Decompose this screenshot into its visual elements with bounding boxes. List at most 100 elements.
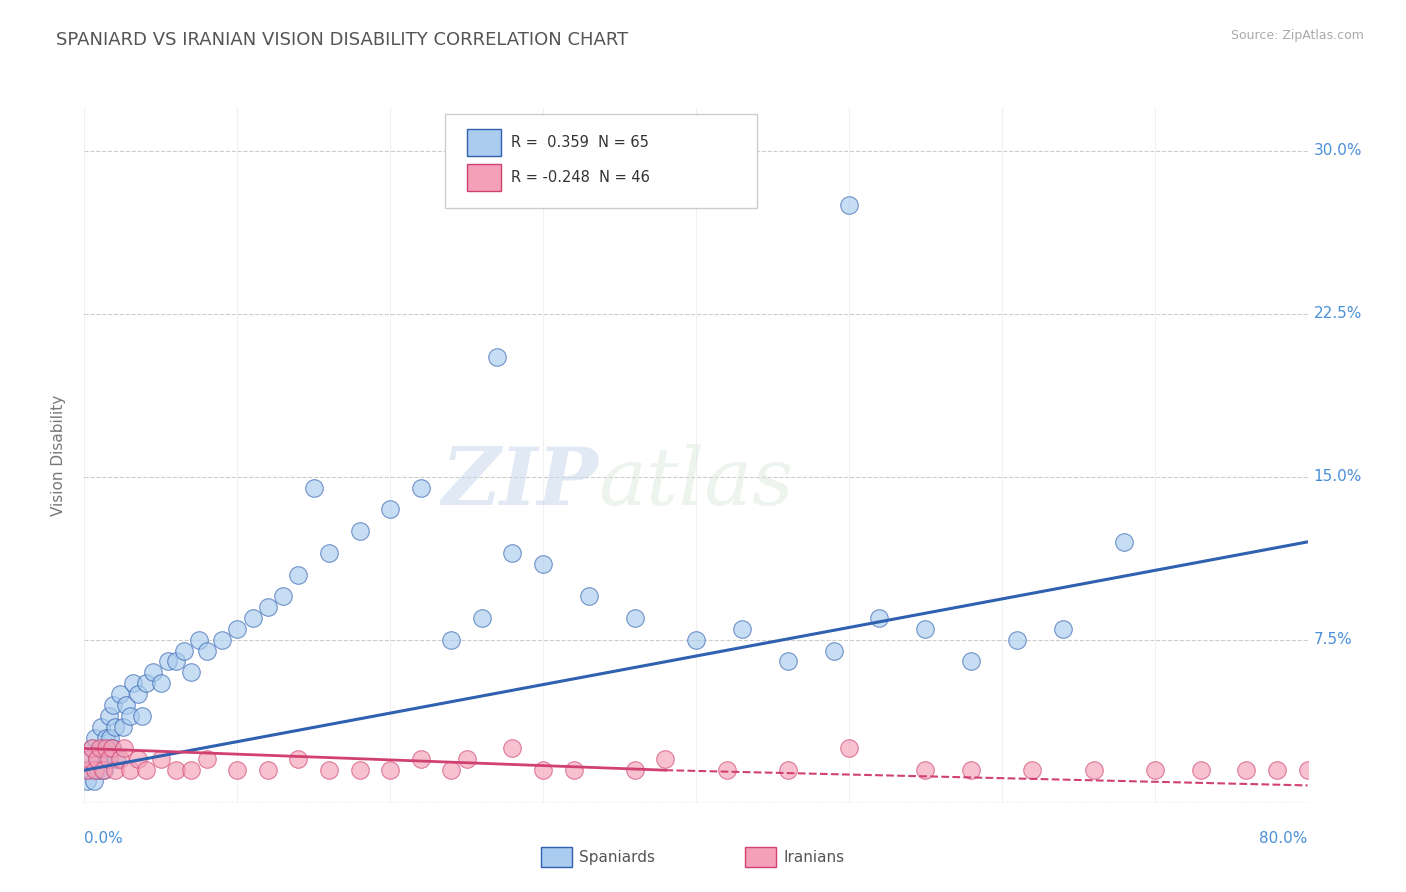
Text: ZIP: ZIP	[441, 444, 598, 522]
Point	[77, 752, 100, 766]
Text: 0.0%: 0.0%	[84, 830, 124, 846]
Point	[1114, 535, 1136, 549]
Point	[318, 546, 340, 560]
Point	[195, 643, 218, 657]
Point	[104, 763, 127, 777]
Bar	[467, 129, 502, 156]
Point	[380, 763, 402, 777]
Point	[501, 546, 523, 560]
Point	[302, 481, 325, 495]
Text: 15.0%: 15.0%	[1313, 469, 1362, 484]
Point	[76, 763, 98, 777]
Point	[84, 731, 107, 745]
Point	[318, 763, 340, 777]
Point	[120, 763, 142, 777]
Point	[838, 741, 860, 756]
Point	[76, 774, 98, 789]
Point	[173, 643, 195, 657]
Point	[1296, 763, 1319, 777]
Point	[79, 763, 101, 777]
Point	[86, 752, 108, 766]
Point	[960, 763, 983, 777]
Text: atlas: atlas	[598, 444, 793, 522]
Text: R =  0.359  N = 65: R = 0.359 N = 65	[512, 135, 650, 150]
Point	[838, 198, 860, 212]
Point	[89, 741, 111, 756]
Point	[349, 763, 371, 777]
Text: R = -0.248  N = 46: R = -0.248 N = 46	[512, 169, 650, 185]
Point	[165, 655, 187, 669]
Point	[180, 763, 202, 777]
Point	[531, 557, 554, 571]
Point	[103, 698, 125, 712]
Point	[180, 665, 202, 680]
Point	[94, 741, 117, 756]
Point	[80, 741, 103, 756]
Point	[226, 622, 249, 636]
Point	[349, 524, 371, 538]
Point	[440, 632, 463, 647]
Text: Spaniards: Spaniards	[579, 850, 655, 864]
Point	[914, 763, 936, 777]
Point	[562, 763, 585, 777]
Point	[131, 708, 153, 723]
Point	[624, 611, 647, 625]
Point	[83, 774, 105, 789]
Point	[165, 763, 187, 777]
Point	[86, 752, 108, 766]
Point	[1005, 632, 1028, 647]
Point	[1234, 763, 1257, 777]
Point	[409, 481, 432, 495]
Point	[211, 632, 233, 647]
Point	[84, 763, 107, 777]
Point	[531, 763, 554, 777]
Point	[104, 720, 127, 734]
Point	[101, 741, 124, 756]
Point	[135, 676, 157, 690]
Point	[120, 708, 142, 723]
Text: 30.0%: 30.0%	[1313, 143, 1362, 158]
Point	[501, 741, 523, 756]
Point	[456, 752, 478, 766]
Point	[112, 741, 135, 756]
Point	[731, 622, 754, 636]
Point	[409, 752, 432, 766]
Point	[1189, 763, 1212, 777]
Point	[869, 611, 891, 625]
Bar	[467, 164, 502, 191]
Point	[960, 655, 983, 669]
Point	[380, 502, 402, 516]
Point	[654, 752, 676, 766]
Point	[823, 643, 845, 657]
Point	[91, 741, 114, 756]
Point	[90, 720, 112, 734]
Point	[135, 763, 157, 777]
Point	[440, 763, 463, 777]
Point	[127, 752, 149, 766]
Point	[776, 763, 799, 777]
Point	[93, 763, 115, 777]
Point	[471, 611, 494, 625]
Point	[101, 741, 124, 756]
Point	[1021, 763, 1043, 777]
Point	[685, 632, 707, 647]
Point	[96, 752, 118, 766]
Point	[776, 655, 799, 669]
Y-axis label: Vision Disability: Vision Disability	[51, 394, 66, 516]
Point	[122, 676, 145, 690]
Point	[105, 752, 128, 766]
Text: Source: ZipAtlas.com: Source: ZipAtlas.com	[1230, 29, 1364, 42]
Point	[257, 600, 280, 615]
Point	[716, 763, 738, 777]
Point	[914, 622, 936, 636]
Point	[127, 687, 149, 701]
Point	[257, 763, 280, 777]
Point	[578, 589, 600, 603]
Point	[149, 676, 172, 690]
Point	[77, 752, 100, 766]
Point	[157, 655, 180, 669]
Point	[108, 687, 131, 701]
Text: 80.0%: 80.0%	[1260, 830, 1308, 846]
Point	[108, 752, 131, 766]
Point	[188, 632, 211, 647]
